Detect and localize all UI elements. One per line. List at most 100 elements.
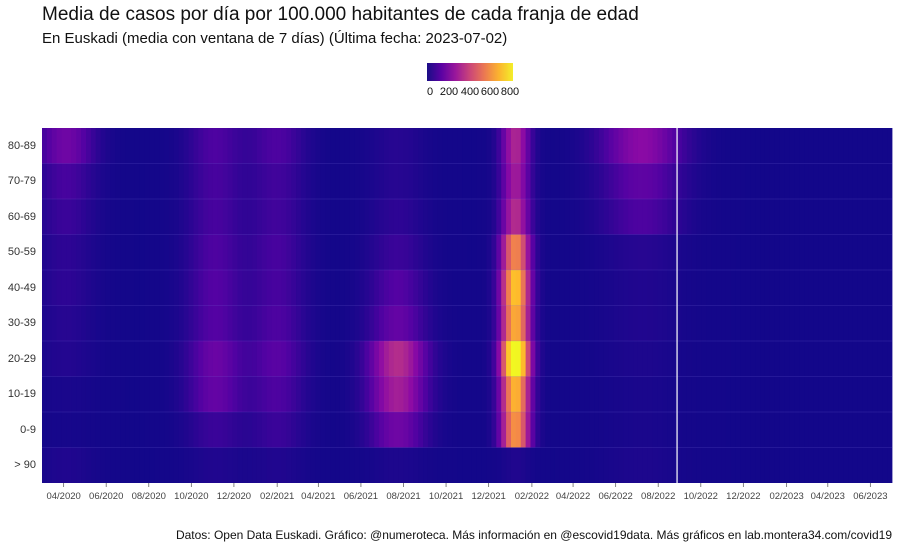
heat-cell	[383, 128, 390, 164]
heat-cell	[598, 447, 605, 483]
heat-cell	[491, 305, 497, 341]
heat-cell	[491, 270, 497, 306]
heat-cell	[872, 447, 878, 483]
heat-cell	[398, 305, 404, 341]
heat-cell	[183, 199, 189, 235]
heat-cell	[374, 447, 380, 483]
heat-cell	[833, 412, 839, 448]
heat-cell	[642, 270, 649, 306]
x-tick-label: 12/2021	[471, 491, 506, 502]
heat-cell	[71, 270, 77, 306]
heat-cell	[408, 376, 414, 412]
heat-cell	[657, 270, 663, 306]
heat-cell	[305, 341, 312, 377]
heat-cell	[447, 341, 453, 377]
heat-cell	[71, 412, 77, 448]
heat-cell	[750, 447, 756, 483]
heat-cell	[584, 163, 590, 199]
heat-cell	[335, 305, 341, 341]
heat-cell	[437, 412, 443, 448]
heat-cell	[154, 376, 160, 412]
heat-cell	[203, 412, 209, 448]
heat-cell	[559, 305, 566, 341]
heat-cell	[427, 341, 434, 377]
heat-cell	[725, 199, 732, 235]
heat-cell	[159, 305, 165, 341]
heat-cell	[696, 412, 702, 448]
heat-cell	[887, 128, 893, 164]
heat-cell	[745, 447, 751, 483]
heat-cell	[144, 163, 150, 199]
heat-cell	[613, 412, 619, 448]
heat-cell	[164, 128, 170, 164]
heat-cell	[198, 447, 204, 483]
heat-cell	[862, 305, 868, 341]
heat-cell	[144, 447, 150, 483]
heat-cell	[432, 199, 439, 235]
heat-cell	[779, 270, 785, 306]
heat-cell	[691, 412, 697, 448]
heat-cell	[481, 447, 487, 483]
heat-cell	[496, 376, 502, 412]
heat-cell	[730, 447, 737, 483]
heat-cell	[81, 305, 87, 341]
heat-cell	[335, 128, 341, 164]
heat-cell	[554, 163, 561, 199]
heat-cell	[256, 376, 263, 412]
heat-cell	[193, 376, 199, 412]
heat-cell	[789, 270, 795, 306]
heat-cell	[564, 270, 570, 306]
heat-cell	[432, 270, 439, 306]
heat-cell	[344, 234, 351, 270]
heat-cell	[56, 128, 62, 164]
heat-cell	[203, 199, 209, 235]
heat-cell	[437, 199, 443, 235]
heat-cell	[134, 447, 141, 483]
legend-label-400: 400	[460, 86, 480, 98]
heat-cell	[266, 305, 272, 341]
heat-cell	[354, 270, 360, 306]
heat-cell	[315, 128, 321, 164]
heat-cell	[266, 341, 272, 377]
heat-cell	[359, 128, 365, 164]
heat-cell	[188, 128, 194, 164]
heat-cell	[769, 234, 776, 270]
heat-cell	[339, 270, 346, 306]
heat-cell	[81, 199, 87, 235]
heat-cell	[383, 305, 390, 341]
heat-cell	[852, 270, 859, 306]
heat-cell	[383, 376, 390, 412]
heat-cell	[452, 199, 458, 235]
heat-cell	[476, 341, 483, 377]
heat-cell	[594, 412, 600, 448]
heat-cell	[149, 376, 155, 412]
heat-cell	[349, 163, 356, 199]
heat-cell	[579, 376, 585, 412]
heat-cell	[432, 163, 439, 199]
heat-cell	[628, 234, 634, 270]
heat-cell	[56, 341, 62, 377]
heat-cell	[374, 305, 380, 341]
heat-cell	[227, 234, 233, 270]
heat-cell	[711, 270, 717, 306]
heat-cell	[579, 234, 585, 270]
heat-cell	[447, 412, 453, 448]
heat-cell	[769, 376, 776, 412]
heat-cell	[261, 234, 268, 270]
heat-cell	[164, 199, 170, 235]
heat-cell	[750, 128, 756, 164]
heat-cell	[589, 412, 595, 448]
heat-cell	[623, 234, 629, 270]
heat-cell	[554, 199, 561, 235]
heat-cell	[867, 163, 873, 199]
heat-cell	[794, 341, 800, 377]
heat-cell	[554, 341, 561, 377]
heat-cell	[725, 447, 732, 483]
heat-cell	[178, 447, 185, 483]
heat-cell	[310, 234, 316, 270]
x-tick-label: 06/2023	[853, 491, 888, 502]
heat-cell	[716, 341, 722, 377]
x-tick-label: 04/2021	[301, 491, 336, 502]
heat-cell	[408, 412, 414, 448]
